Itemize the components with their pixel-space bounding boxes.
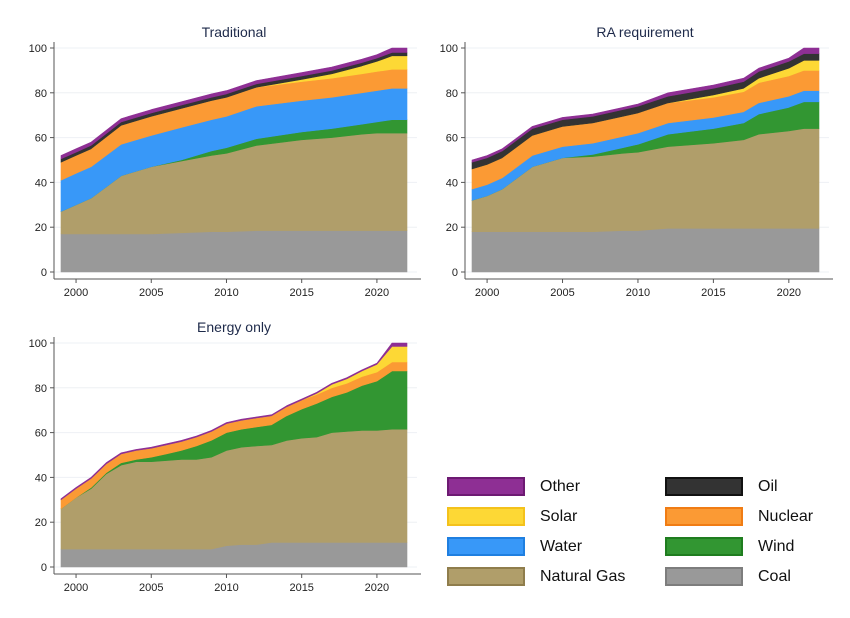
legend-swatch-water [447, 537, 525, 556]
x-tick-label: 2015 [701, 287, 725, 299]
y-tick-label: 20 [35, 222, 47, 234]
x-tick-label: 2000 [64, 287, 88, 299]
legend-item-water: Water [447, 537, 582, 556]
x-tick-label: 2005 [139, 287, 163, 299]
y-tick-label: 40 [446, 177, 458, 189]
x-tick-label: 2020 [365, 287, 389, 299]
y-tick-label: 80 [446, 88, 458, 100]
legend-swatch-nuclear [665, 507, 743, 526]
x-tick-label: 2015 [289, 582, 313, 594]
y-tick-label: 40 [35, 177, 47, 189]
legend-label-other: Other [540, 477, 581, 495]
legend-item-natural-gas: Natural Gas [447, 567, 625, 586]
x-tick-label: 2000 [475, 287, 499, 299]
legend-item-wind: Wind [665, 537, 794, 556]
y-tick-label: 80 [35, 88, 47, 100]
legend-swatch-oil [665, 477, 743, 496]
legend-swatch-wind [665, 537, 743, 556]
chart-title: RA requirement [596, 24, 693, 40]
legend: Other Oil Solar Nuclear Water Wind Natur… [430, 470, 850, 600]
legend-swatch-coal [665, 567, 743, 586]
y-tick-label: 60 [35, 428, 47, 440]
y-tick-label: 40 [35, 472, 47, 484]
area-other [60, 342, 408, 501]
panel-traditional: 0 20 40 60 80 100 2000 2005 2010 2015 2020 Traditio… [29, 24, 421, 299]
legend-item-other: Other [447, 477, 580, 496]
legend-item-oil: Oil [665, 477, 778, 496]
x-tick-label: 2010 [214, 287, 238, 299]
x-tick-label: 2010 [214, 582, 238, 594]
legend-label-nuclear: Nuclear [758, 507, 814, 525]
x-tick-label: 2015 [289, 287, 313, 299]
x-tick-label: 2005 [139, 582, 163, 594]
y-tick-label: 20 [35, 517, 47, 529]
x-tick-label: 2005 [550, 287, 574, 299]
legend-swatch-natural-gas [447, 567, 525, 586]
y-tick-label: 0 [41, 562, 47, 574]
legend-swatch-solar [447, 507, 525, 526]
y-tick-label: 100 [440, 43, 458, 55]
y-tick-label: 100 [29, 338, 47, 350]
legend-item-coal: Coal [665, 567, 791, 586]
legend-swatch-other [447, 477, 525, 496]
chart-title: Energy only [197, 319, 271, 335]
area-coal [60, 230, 408, 273]
y-tick-label: 20 [446, 222, 458, 234]
y-tick-label: 0 [452, 267, 458, 279]
area-coal [471, 228, 820, 273]
legend-item-nuclear: Nuclear [665, 507, 813, 526]
legend-label-solar: Solar [540, 507, 578, 525]
x-tick-label: 2020 [365, 582, 389, 594]
x-tick-label: 2000 [64, 582, 88, 594]
legend-label-water: Water [540, 537, 583, 555]
legend-label-wind: Wind [758, 537, 795, 555]
x-tick-label: 2010 [626, 287, 650, 299]
panel-ra-requirement: 0 20 40 60 80 100 2000 2005 2010 2015 2020 RA requi… [440, 24, 833, 299]
y-tick-label: 100 [29, 43, 47, 55]
chart-title: Traditional [202, 24, 267, 40]
y-tick-label: 80 [35, 383, 47, 395]
y-tick-label: 0 [41, 267, 47, 279]
legend-label-coal: Coal [758, 567, 791, 585]
area-other [60, 47, 408, 160]
legend-label-oil: Oil [758, 477, 778, 495]
x-tick-label: 2020 [777, 287, 801, 299]
y-tick-label: 60 [35, 133, 47, 145]
panel-energy-only: 0 20 40 60 80 100 2000 2005 2010 2015 2020 Energy o… [29, 319, 421, 594]
legend-label-natural-gas: Natural Gas [540, 567, 626, 585]
y-tick-label: 60 [446, 133, 458, 145]
area-other [471, 47, 820, 163]
legend-item-solar: Solar [447, 507, 577, 526]
